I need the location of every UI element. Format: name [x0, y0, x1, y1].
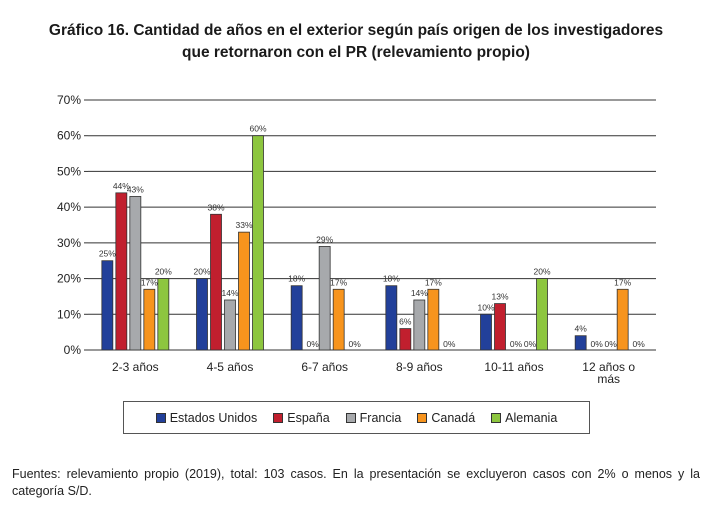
- legend-item: Alemania: [491, 411, 557, 425]
- y-tick-label: 50%: [57, 164, 81, 178]
- bar: [480, 313, 492, 351]
- legend-swatch: [345, 412, 356, 423]
- data-label: 29%: [316, 234, 333, 244]
- x-tick-label: 6-7 años: [301, 360, 348, 374]
- legend-item: Estados Unidos: [155, 410, 258, 425]
- y-tick-label: 60%: [57, 129, 81, 143]
- data-label: 33%: [235, 220, 252, 230]
- data-label: 0%: [307, 339, 320, 349]
- bar: [101, 260, 114, 351]
- legend-swatch: [417, 412, 428, 423]
- legend-swatch: [491, 412, 502, 423]
- bar: [536, 278, 548, 351]
- y-tick-label: 10%: [57, 307, 81, 321]
- x-tick-label: más: [597, 372, 620, 386]
- data-label: 0%: [524, 339, 537, 349]
- y-tick-label: 40%: [57, 200, 81, 214]
- data-label: 14%: [221, 288, 238, 298]
- data-label: 0%: [591, 339, 604, 349]
- x-tick-label: 12 años o: [582, 360, 635, 374]
- bar: [224, 299, 236, 351]
- bar: [252, 135, 264, 351]
- y-tick-label: 70%: [57, 93, 81, 107]
- chart-title-line-2: que retornaron con el PR (relevamiento p…: [182, 44, 530, 61]
- data-label: 17%: [141, 277, 158, 287]
- bar: [115, 192, 128, 351]
- bar: [332, 288, 345, 351]
- bar: [616, 288, 629, 351]
- data-label: 20%: [155, 267, 172, 277]
- bar: [238, 231, 250, 351]
- data-label: 10%: [477, 302, 494, 312]
- data-label: 17%: [425, 277, 442, 287]
- legend-label: España: [287, 410, 330, 425]
- data-label: 25%: [99, 249, 116, 259]
- data-label: 17%: [330, 277, 347, 287]
- x-tick-label: 2-3 años: [112, 360, 159, 374]
- bar: [157, 278, 170, 351]
- bar: [413, 299, 426, 351]
- bar: [385, 285, 398, 351]
- bar-chart: 0%10%20%30%40%50%60%70%25%44%43%17%20%2-…: [57, 93, 656, 386]
- data-label: 43%: [127, 184, 144, 194]
- data-label: 13%: [491, 292, 508, 302]
- bar: [399, 328, 412, 351]
- legend-swatch: [155, 412, 166, 423]
- bar: [129, 196, 142, 351]
- data-label: 20%: [193, 267, 210, 277]
- chart-title-line-1: Gráfico 16. Cantidad de años en el exter…: [48, 22, 664, 39]
- bar: [318, 246, 331, 351]
- data-label: 0%: [510, 339, 523, 349]
- data-label: 44%: [113, 181, 130, 191]
- bar: [143, 288, 156, 351]
- data-label: 60%: [249, 124, 266, 134]
- data-label: 18%: [288, 274, 305, 284]
- legend-label: Alemania: [505, 410, 558, 425]
- data-label: 4%: [575, 324, 588, 334]
- bar: [427, 288, 440, 351]
- chart-legend: Estados Unidos España Francia Canadá Ale…: [123, 401, 590, 434]
- legend-label: Canadá: [431, 410, 476, 425]
- bar: [196, 278, 208, 351]
- data-label: 20%: [533, 267, 550, 277]
- data-label: 0%: [443, 339, 456, 349]
- x-tick-label: 8-9 años: [396, 360, 443, 374]
- source-note: Fuentes: relevamiento propio (2019), tot…: [12, 467, 700, 498]
- x-tick-label: 4-5 años: [207, 360, 254, 374]
- data-label: 38%: [207, 202, 224, 212]
- legend-label: Francia: [359, 410, 402, 425]
- bar: [210, 213, 222, 351]
- bar: [290, 285, 303, 351]
- data-label: 0%: [349, 339, 362, 349]
- data-label: 6%: [399, 317, 412, 327]
- chart-title: Gráfico 16. Cantidad de años en el exter…: [0, 20, 712, 64]
- data-label: 0%: [605, 339, 618, 349]
- y-tick-label: 20%: [57, 272, 81, 286]
- bar: [494, 303, 506, 351]
- legend-item: Canadá: [417, 411, 475, 425]
- y-tick-label: 0%: [64, 343, 82, 357]
- legend-item: España: [273, 410, 330, 425]
- legend-label: Estados Unidos: [169, 410, 258, 425]
- x-tick-label: 10-11 años: [484, 360, 543, 374]
- y-tick-label: 30%: [57, 236, 81, 250]
- bar: [574, 335, 587, 351]
- data-label: 14%: [411, 288, 428, 298]
- data-label: 18%: [383, 274, 400, 284]
- legend-item: Francia: [345, 410, 402, 425]
- data-label: 0%: [633, 339, 646, 349]
- data-label: 17%: [614, 277, 631, 287]
- legend-swatch: [273, 412, 284, 423]
